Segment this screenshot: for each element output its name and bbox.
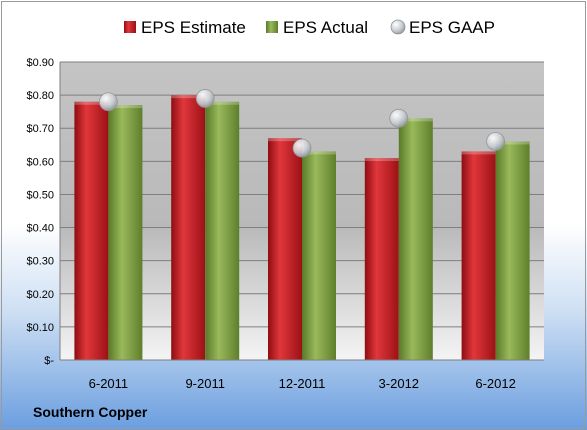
marker-eps-gaap — [389, 108, 409, 128]
bar-highlight — [461, 151, 496, 155]
marker-eps-gaap — [292, 138, 312, 158]
bar-highlight — [171, 95, 206, 99]
y-tick-label: $0.70 — [26, 123, 54, 135]
bar-highlight — [205, 101, 240, 105]
company-label: Southern Copper — [33, 404, 148, 420]
legend-swatch-actual — [266, 21, 278, 33]
y-tick-label: $0.20 — [26, 289, 54, 301]
y-tick-label: $0.10 — [26, 322, 54, 334]
bar-eps-estimate — [461, 151, 496, 360]
x-tick-label: 12-2011 — [279, 376, 326, 391]
bar-eps-actual — [108, 105, 143, 361]
legend-label: EPS GAAP — [409, 18, 495, 37]
x-tick-label: 6-2011 — [89, 376, 129, 391]
legend: EPS Estimate EPS Actual EPS GAAP — [124, 18, 495, 37]
bar-eps-estimate — [364, 158, 399, 360]
y-axis: $- $0.10 $0.20 $0.30 $0.40 $0.50 $0.60 $0.70 $0.… — [26, 57, 61, 367]
marker-eps-gaap — [99, 92, 118, 112]
bar-highlight — [268, 138, 302, 142]
y-tick-label: $0.50 — [26, 189, 54, 201]
x-tick-label: 6-2012 — [475, 376, 515, 391]
bar-highlight — [108, 105, 143, 109]
x-axis: 6-2011 9-2011 12-2011 3-2012 6-2012 — [60, 359, 544, 391]
legend-label: EPS Estimate — [141, 18, 246, 37]
y-tick-label: $0.60 — [26, 156, 54, 168]
x-tick-label: 3-2012 — [379, 376, 419, 391]
bar-eps-actual — [398, 118, 433, 361]
legend-label: EPS Actual — [283, 18, 368, 37]
bar-highlight — [495, 141, 530, 145]
y-tick-label: $0.80 — [26, 90, 54, 102]
marker-eps-gaap — [486, 132, 506, 151]
gaap-markers — [99, 89, 506, 158]
bar-eps-actual — [205, 101, 240, 360]
bar-highlight — [364, 158, 399, 162]
marker-eps-gaap — [195, 89, 215, 108]
bar-highlight — [398, 118, 433, 122]
bar-highlight — [302, 151, 336, 155]
bar-eps-actual — [495, 141, 530, 360]
y-tick-label: $- — [44, 355, 54, 367]
legend-swatch-estimate — [124, 21, 136, 33]
bar-eps-estimate — [74, 101, 109, 360]
y-tick-label: $0.90 — [26, 57, 54, 69]
x-tick-label: 9-2011 — [185, 376, 225, 391]
legend-swatch-gaap — [390, 19, 406, 35]
bar-eps-actual — [302, 151, 336, 360]
y-tick-label: $0.40 — [26, 223, 54, 235]
bar-eps-estimate — [268, 138, 302, 360]
bar-eps-estimate — [171, 95, 206, 360]
bar-highlight — [74, 101, 109, 105]
y-tick-label: $0.30 — [26, 256, 54, 268]
bars — [74, 95, 530, 361]
